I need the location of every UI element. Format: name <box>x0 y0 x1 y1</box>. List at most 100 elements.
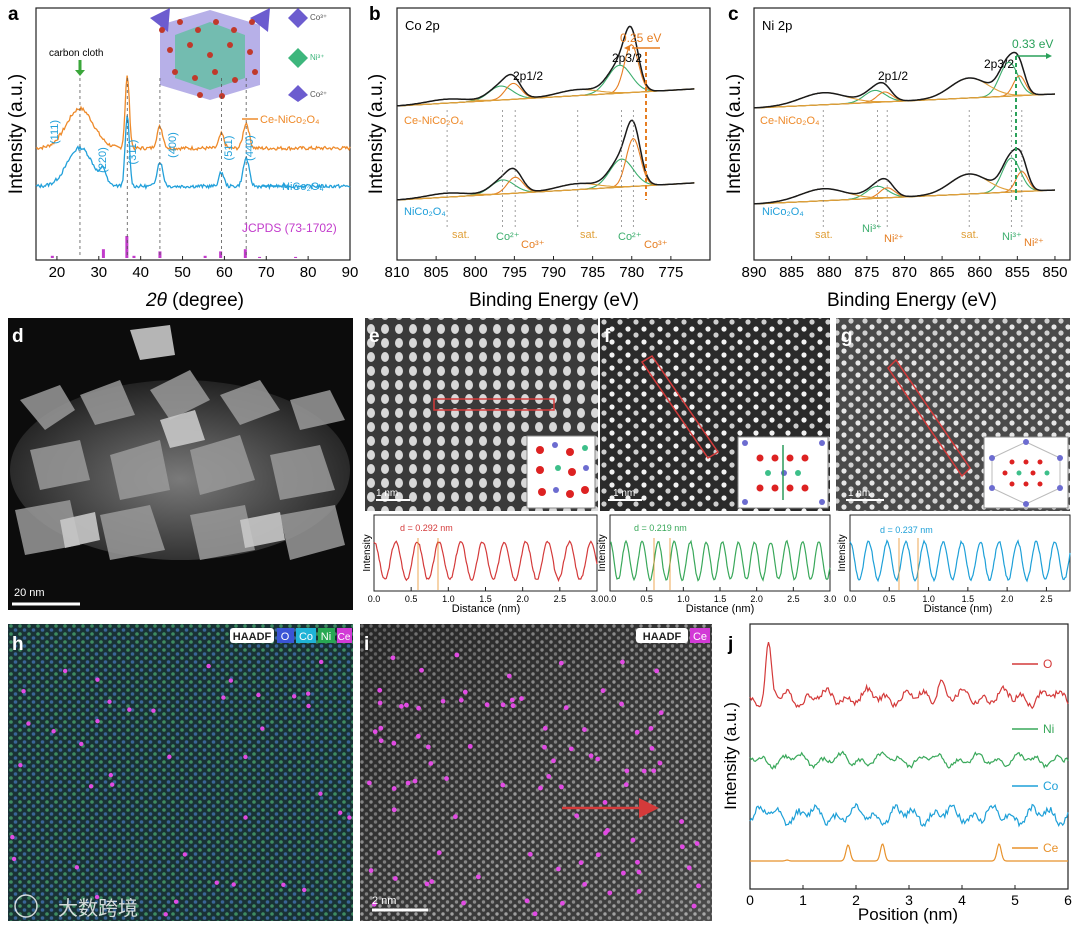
ce-dot-i-78 <box>574 813 580 819</box>
panel-b-ylabel: Intensity (a.u.) <box>366 74 387 194</box>
xrd-peak-guides <box>79 78 247 258</box>
ce-dot-i-7 <box>600 688 606 694</box>
legend-ce-label: Ce-NiCo₂O₄ <box>260 114 320 126</box>
panel-c-tick-label-8: 850 <box>1042 264 1067 281</box>
ce-dot-i-48 <box>475 874 481 880</box>
ce-dot-h-2 <box>243 754 248 760</box>
panel-c-sat1: sat. <box>815 229 833 241</box>
panel-e-letter: e <box>369 326 380 347</box>
panel-b-co2b: Co²⁺ <box>618 231 642 243</box>
ce-dot-i-45 <box>532 911 538 917</box>
panel-b-p12-text: 2p1/2 <box>513 69 543 83</box>
panel-f-tick-label-1: 0.5 <box>640 594 653 604</box>
ce-dot-h-15 <box>94 894 100 900</box>
watermark-logo-icon <box>14 894 38 918</box>
ce-dot-i-15 <box>619 701 624 707</box>
ce-dot-i-17 <box>595 852 601 858</box>
hkl-220: (220) <box>97 147 109 173</box>
ce-dot-h-27 <box>228 678 234 683</box>
panel-a-frame <box>35 7 351 261</box>
panel-i-scale: 2 nm <box>372 895 396 907</box>
ce-dot-i-87 <box>404 702 409 708</box>
ce-dot-i-10 <box>635 859 640 865</box>
ce-dot-h-11 <box>107 699 112 704</box>
hkl-511: (511) <box>223 136 235 161</box>
ce-dot-i-44 <box>582 727 587 732</box>
panel-a-xlabel: 2θ (degree) <box>145 290 244 311</box>
panel-b-tick-label-3: 795 <box>502 264 527 281</box>
panel-b-co3a: Co³⁺ <box>521 239 545 251</box>
panel-c-tick-label-6: 860 <box>967 264 992 281</box>
ce-dot-i-37 <box>458 697 464 703</box>
hkl-311: (311) <box>127 140 139 165</box>
xrd-nico-curve <box>35 115 351 191</box>
ce-dot-i-53 <box>634 729 640 735</box>
panel-b-sat1: sat. <box>452 229 470 241</box>
panel-b-title: Co 2p <box>405 18 440 33</box>
ce-dot-i-36 <box>454 652 460 658</box>
ce-dot-i-24 <box>649 746 655 751</box>
ce-dot-i-81 <box>558 660 564 666</box>
panel-h-tag-ce-bg <box>337 628 352 643</box>
eds-legend-label-3: Ce <box>1043 841 1059 855</box>
ce-dot-h-0 <box>26 721 31 726</box>
ce-dot-h-25 <box>79 741 84 747</box>
panel-a-xticks: 20 30 40 50 60 70 80 90 <box>49 256 358 281</box>
panel-h-letter: h <box>12 634 24 655</box>
ce-dot-i-64 <box>368 868 374 873</box>
panel-g-tick-label-0: 0.0 <box>844 594 857 604</box>
ce-dot-i-74 <box>378 738 384 744</box>
carbon-cloth-label: carbon cloth <box>49 48 103 59</box>
panel-a-letter: a <box>8 4 19 25</box>
panel-a-xlabel-theta: 2θ <box>145 290 168 311</box>
panel-c-ni3a: Ni³⁺ <box>862 223 882 235</box>
ce-dot-h-38 <box>206 663 211 669</box>
panel-f-tick-label-2: 1.0 <box>677 594 690 604</box>
jcpds-bar-1 <box>101 249 105 258</box>
ce-dot-i-30 <box>424 881 430 887</box>
panel-a: a Intensity (a.u.) 2θ (degree) 20 30 40 50 6… <box>6 4 358 311</box>
ce-dot-i-79 <box>551 758 556 764</box>
ce-dot-i-39 <box>636 889 642 894</box>
jcpds-bar-6 <box>219 251 223 258</box>
ce-dot-i-8 <box>428 761 434 766</box>
panel-c-ni3b: Ni³⁺ <box>1002 231 1022 243</box>
ce-dot-i-69 <box>371 901 377 907</box>
ce-dot-h-13 <box>74 865 80 870</box>
panel-b-p32: 2p3/2 <box>612 51 642 65</box>
ce-dot-i-67 <box>419 667 424 673</box>
panel-g-model-inset <box>983 436 1069 509</box>
ce-dot-i-13 <box>398 703 404 709</box>
panel-f-scale: 1 nm <box>613 488 635 499</box>
eds-legend-label-1: Ni <box>1043 722 1054 736</box>
jcpds-bar-2 <box>125 236 129 258</box>
ce-dot-h-10 <box>338 810 343 815</box>
ce-dot-i-41 <box>366 780 372 786</box>
ce-dot-i-47 <box>679 819 685 824</box>
ce-dot-h-35 <box>95 677 100 682</box>
ce-dot-h-33 <box>51 729 56 734</box>
panel-b-tick-label-2: 800 <box>463 264 488 281</box>
panel-j-xlabel: Position (nm) <box>858 905 958 924</box>
ce-dot-i-88 <box>415 733 421 739</box>
ce-dot-i-6 <box>560 900 565 906</box>
panel-e-xticks: 0.0 0.5 1.0 1.5 2.0 2.5 3.0 <box>368 587 603 604</box>
spinel-inset: Co³⁺ Ni³⁺ Co²⁺ <box>150 8 327 102</box>
ce-dot-i-86 <box>391 786 397 791</box>
ce-dot-i-12 <box>602 800 608 805</box>
panel-h-image <box>8 624 353 921</box>
ce-dot-i-63 <box>603 830 608 836</box>
ce-dot-h-24 <box>256 692 261 698</box>
panel-h-tag-ni: Ni <box>321 631 331 643</box>
panel-e-profile-box <box>433 398 555 411</box>
panel-c-tick-label-0: 890 <box>741 264 766 281</box>
ce-dot-i-3 <box>648 725 654 731</box>
ce-dot-i-54 <box>582 881 588 887</box>
panel-g-xlabel: Distance (nm) <box>924 603 992 615</box>
panel-d-particles <box>15 370 345 560</box>
panel-a-tick-label-0: 20 <box>49 264 66 281</box>
eds-ni-curve <box>749 750 1069 770</box>
panel-b-tick-label-0: 810 <box>384 264 409 281</box>
panel-j-curves <box>749 642 1069 862</box>
panel-f-model-atoms <box>742 440 825 505</box>
